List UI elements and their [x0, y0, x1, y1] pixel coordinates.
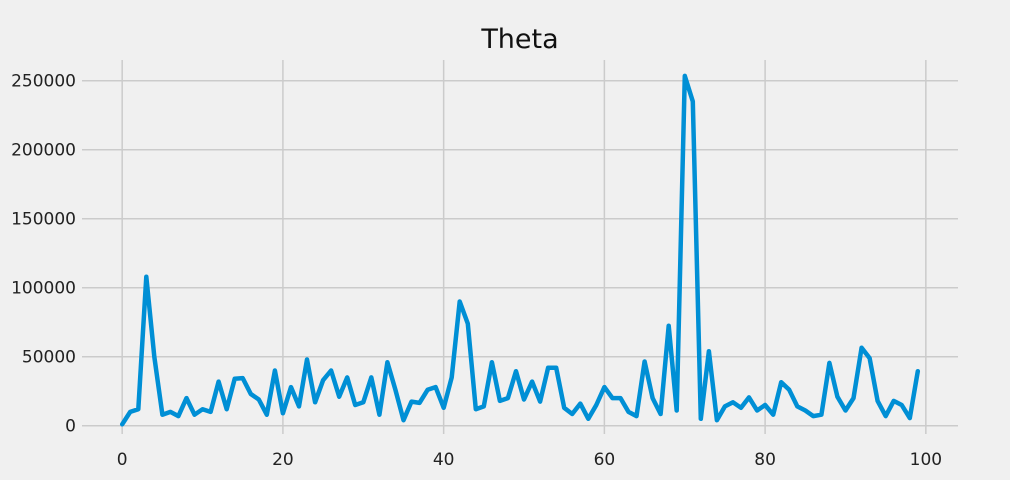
y-tick-label: 200000 — [11, 141, 76, 161]
x-tick-label: 40 — [433, 450, 455, 470]
x-tick-label: 0 — [117, 450, 128, 470]
y-tick-label: 150000 — [11, 210, 76, 230]
series-group — [119, 73, 921, 427]
x-tick-label: 100 — [910, 450, 942, 470]
x-axis-ticks: 0 20 40 60 80 100 — [117, 450, 942, 470]
chart-title: Theta — [480, 24, 558, 55]
x-tick-label: 60 — [594, 450, 616, 470]
y-axis-ticks: 0 50000 100000 150000 200000 250000 — [11, 72, 76, 437]
grid — [82, 60, 958, 434]
y-tick-label: 100000 — [11, 279, 76, 299]
y-tick-label: 0 — [65, 417, 76, 437]
x-tick-label: 80 — [754, 450, 776, 470]
y-tick-label: 250000 — [11, 72, 76, 92]
series-line — [119, 73, 921, 427]
x-tick-label: 20 — [272, 450, 294, 470]
y-tick-label: 50000 — [22, 348, 76, 368]
